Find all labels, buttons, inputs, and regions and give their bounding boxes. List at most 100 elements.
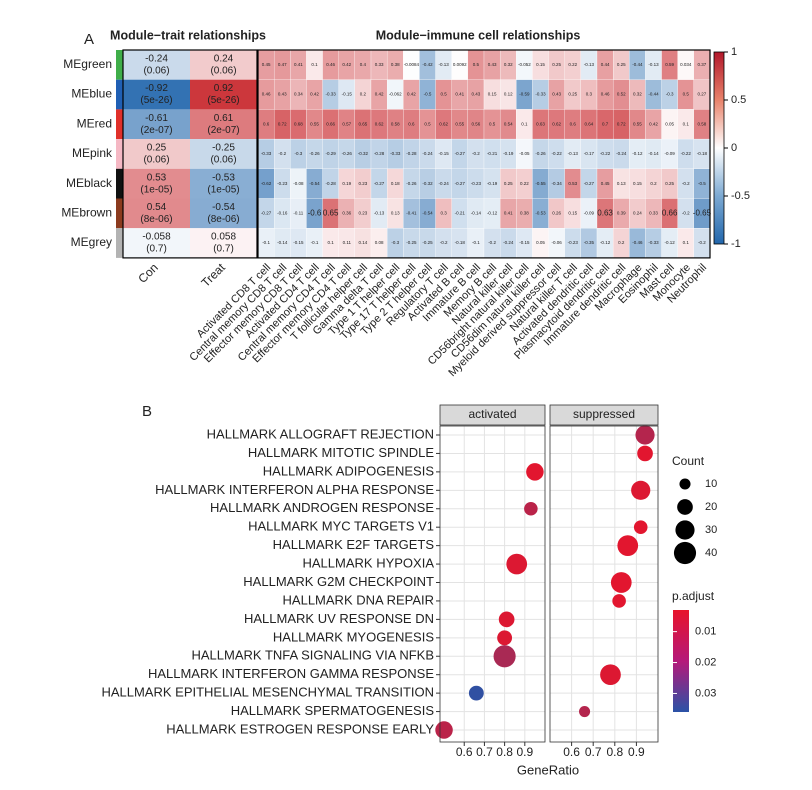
term-label: HALLMARK EPITHELIAL MESENCHYMAL TRANSITI… <box>101 685 434 700</box>
term-label: HALLMARK ANDROGEN RESPONSE <box>210 500 434 515</box>
cell-value: -0.55 <box>535 181 546 186</box>
cell-value: -0.23 <box>568 240 579 245</box>
cell-value: 0.3 <box>586 92 593 97</box>
heat-cell <box>190 50 257 80</box>
cell-value: 0.65 <box>359 121 368 126</box>
cell-value: 0.63 <box>597 208 613 217</box>
cell-value: -0.26 <box>406 181 417 186</box>
cell-value: 0.15 <box>633 181 642 186</box>
cell-value: 0.4 <box>360 62 367 67</box>
cell-value: 0.7 <box>602 121 609 126</box>
cell-value: 0.63 <box>536 121 545 126</box>
x-tick-label: 0.8 <box>496 745 513 759</box>
cell-value: -0.28 <box>326 181 337 186</box>
dot <box>526 463 544 481</box>
cell-value: 0.62 <box>439 121 448 126</box>
cell-value: 0.26 <box>552 211 561 216</box>
cell-value: 0.23 <box>359 211 368 216</box>
term-label: HALLMARK E2F TARGETS <box>273 537 435 552</box>
row-label: MEblue <box>71 87 112 101</box>
term-label: HALLMARK MITOTIC SPINDLE <box>248 445 434 460</box>
x-tick-label: 0.7 <box>476 745 493 759</box>
cell-value: -0.44 <box>648 92 659 97</box>
cell-value: -0.35 <box>584 240 595 245</box>
cell-value: 0.25 <box>147 143 167 154</box>
cell-value: -0.24 <box>503 240 514 245</box>
cell-value: 0.23 <box>359 181 368 186</box>
legend-label: 20 <box>705 501 717 513</box>
cell-value: 0.59 <box>665 62 674 67</box>
cell-value: -0.12 <box>632 151 643 156</box>
term-label: HALLMARK ESTROGEN RESPONSE EARLY <box>166 721 434 736</box>
cell-value: 0.13 <box>617 181 626 186</box>
cell-value: 0.25 <box>617 62 626 67</box>
cell-value: 0.32 <box>504 62 513 67</box>
heat-cell <box>190 228 257 258</box>
panel-label: B <box>142 403 152 420</box>
cell-value: -0.33 <box>535 92 546 97</box>
cell-value: 0.6 <box>263 121 270 126</box>
facet-strip <box>439 404 546 426</box>
cell-value: -0.17 <box>584 151 595 156</box>
cell-pvalue: (5e-26) <box>140 95 172 106</box>
cell-value: -0.15 <box>293 240 304 245</box>
cell-value: -0.24 <box>422 151 433 156</box>
cell-value: 0.42 <box>407 92 416 97</box>
dot <box>524 501 538 516</box>
cell-value: -0.09 <box>584 211 595 216</box>
cell-value: -0.13 <box>648 62 659 67</box>
heat-cell <box>123 50 190 80</box>
cell-value: 0.44 <box>601 62 610 67</box>
cell-pvalue: (1e-05) <box>207 184 239 195</box>
cell-value: -0.12 <box>600 240 611 245</box>
cell-value: 0.62 <box>552 121 561 126</box>
cell-value: -0.05 <box>519 151 530 156</box>
cell-pvalue: (0.06) <box>143 65 169 76</box>
cell-value: 0.1 <box>328 240 335 245</box>
panel-frame <box>549 425 659 743</box>
cell-value: 0.3 <box>441 211 448 216</box>
cell-value: 0.0092 <box>453 62 467 67</box>
cell-value: -0.1 <box>311 240 319 245</box>
cell-value: -0.26 <box>309 151 320 156</box>
cell-value: 0.2 <box>360 92 367 97</box>
term-label: HALLMARK ADIPOGENESIS <box>263 463 435 478</box>
cell-value: -0.14 <box>471 211 482 216</box>
cell-value: 0.54 <box>504 121 513 126</box>
dot <box>498 611 515 628</box>
facet-strip <box>549 404 659 426</box>
cell-value: 0.1 <box>683 121 690 126</box>
term-label: HALLMARK G2M CHECKPOINT <box>243 574 434 589</box>
cell-value: 0.25 <box>552 62 561 67</box>
cell-value: -0.54 <box>212 202 235 213</box>
cell-value: 0.2 <box>618 240 625 245</box>
cell-pvalue: (2e-07) <box>207 125 239 136</box>
x-tick-label: 0.6 <box>563 745 580 759</box>
colorbar-tick-label: 1 <box>731 46 737 58</box>
cell-value: -0.27 <box>455 181 466 186</box>
cell-value: 0.46 <box>262 92 271 97</box>
cell-pvalue: (8e-06) <box>140 214 172 225</box>
term-label: HALLMARK TNFA SIGNALING VIA NFKB <box>192 648 435 663</box>
cell-value: -0.34 <box>552 181 563 186</box>
term-label: HALLMARK INTERFERON GAMMA RESPONSE <box>148 666 434 681</box>
cell-value: -0.65 <box>693 208 712 217</box>
cell-value: 0.15 <box>568 211 577 216</box>
cell-value: -0.2 <box>278 151 286 156</box>
cell-value: 0.1 <box>521 121 528 126</box>
cell-value: -0.61 <box>145 113 168 124</box>
cell-value: -0.62 <box>261 181 272 186</box>
cell-value: 0.53 <box>568 181 577 186</box>
cell-value: 0.37 <box>698 62 707 67</box>
cell-value: 0.6 <box>570 121 577 126</box>
cell-value: 0.58 <box>391 121 400 126</box>
cell-value: -0.22 <box>600 151 611 156</box>
column-label: Treat <box>198 260 228 290</box>
dot <box>497 630 513 646</box>
cell-value: 0.33 <box>649 211 658 216</box>
module-color <box>116 228 123 258</box>
cell-value: 0.92 <box>214 83 234 94</box>
colorbar-tick-label: 0 <box>731 142 737 154</box>
dot <box>600 664 621 686</box>
term-label: HALLMARK MYC TARGETS V1 <box>248 519 434 534</box>
